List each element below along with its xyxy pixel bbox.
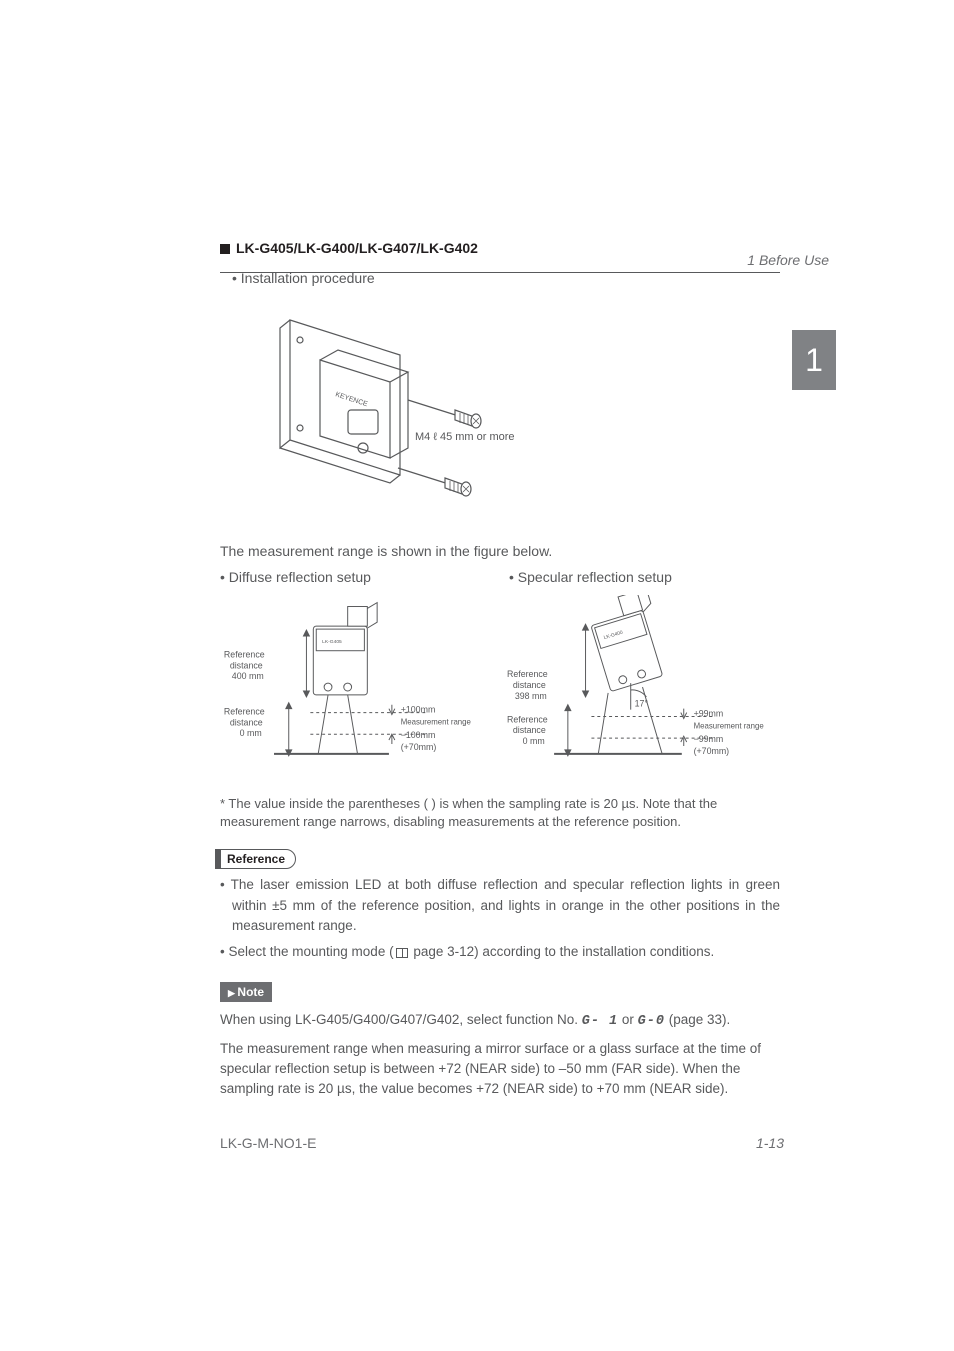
svg-text:distance: distance <box>513 725 546 735</box>
svg-text:+99mm: +99mm <box>694 709 724 719</box>
setup-labels-row: • Diffuse reflection setup • Specular re… <box>220 569 780 585</box>
note-p1-mid: or <box>618 1012 638 1027</box>
installation-label: • Installation procedure <box>232 270 780 286</box>
svg-text:(+70mm): (+70mm) <box>401 742 437 752</box>
svg-text:distance: distance <box>230 717 263 727</box>
svg-text:Reference: Reference <box>224 650 265 660</box>
svg-text:+100mm: +100mm <box>401 705 436 715</box>
diffuse-label: • Diffuse reflection setup <box>220 569 491 585</box>
seg-code-1: G- 1 <box>582 1014 618 1029</box>
note-p1b: (page 33). <box>665 1012 730 1027</box>
diffuse-diagram: LK-G405 <box>220 595 495 785</box>
section-title: LK-G405/LK-G400/LK-G407/LK-G402 <box>220 240 780 256</box>
svg-text:400 mm: 400 mm <box>232 671 264 681</box>
note-p1: When using LK-G405/G400/G407/G402, selec… <box>220 1010 780 1032</box>
note-p2: The measurement range when measuring a m… <box>220 1039 780 1100</box>
svg-text:Reference: Reference <box>507 669 548 679</box>
page-content: LK-G405/LK-G400/LK-G407/LK-G402 • Instal… <box>220 240 780 1105</box>
note-label: Note <box>220 982 272 1002</box>
svg-text:Reference: Reference <box>507 714 548 724</box>
svg-text:Measurement range: Measurement range <box>694 721 765 730</box>
svg-text:distance: distance <box>513 680 546 690</box>
ref-p2a: • Select the mounting mode ( <box>220 944 394 959</box>
section-title-text: LK-G405/LK-G400/LK-G407/LK-G402 <box>236 240 478 256</box>
note-block: Note When using LK-G405/G400/G407/G402, … <box>220 968 780 1099</box>
seg-code-2: G-0 <box>638 1014 665 1029</box>
svg-text:0 mm: 0 mm <box>523 736 545 746</box>
specular-label: • Specular reflection setup <box>509 569 780 585</box>
reference-label: Reference <box>220 849 296 869</box>
ref-p2b: page 3-12) according to the installation… <box>410 944 715 959</box>
specular-diagram: LK-G400 17° <box>505 595 780 785</box>
reference-p2: • Select the mounting mode ( page 3-12) … <box>220 942 780 962</box>
svg-text:Measurement range: Measurement range <box>401 717 472 726</box>
reference-p1: • The laser emission LED at both diffuse… <box>220 875 780 936</box>
svg-text:LK-G405: LK-G405 <box>322 639 342 645</box>
svg-text:−100mm: −100mm <box>401 730 436 740</box>
installation-diagram: KEYENCE M4 ℓ 45 mm or more <box>260 300 560 520</box>
square-bullet-icon <box>220 244 230 254</box>
chapter-tab: 1 <box>792 330 836 390</box>
star-note: * The value inside the parentheses ( ) i… <box>220 795 780 831</box>
svg-text:−99mm: −99mm <box>694 734 724 744</box>
svg-text:distance: distance <box>230 660 263 670</box>
svg-text:0 mm: 0 mm <box>240 728 262 738</box>
svg-text:398 mm: 398 mm <box>515 691 547 701</box>
book-icon <box>396 948 408 958</box>
diagram-row: LK-G405 <box>220 595 780 785</box>
range-intro: The measurement range is shown in the fi… <box>220 543 780 559</box>
note-p1a: When using LK-G405/G400/G407/G402, selec… <box>220 1012 582 1027</box>
screw-spec: M4 ℓ 45 mm or more <box>415 431 515 443</box>
footer-doc-id: LK-G-M-NO1-E <box>220 1135 316 1151</box>
reference-block: Reference • The laser emission LED at bo… <box>220 849 780 962</box>
footer-page-num: 1-13 <box>756 1135 784 1151</box>
svg-text:(+70mm): (+70mm) <box>694 746 730 756</box>
svg-text:Reference: Reference <box>224 707 265 717</box>
